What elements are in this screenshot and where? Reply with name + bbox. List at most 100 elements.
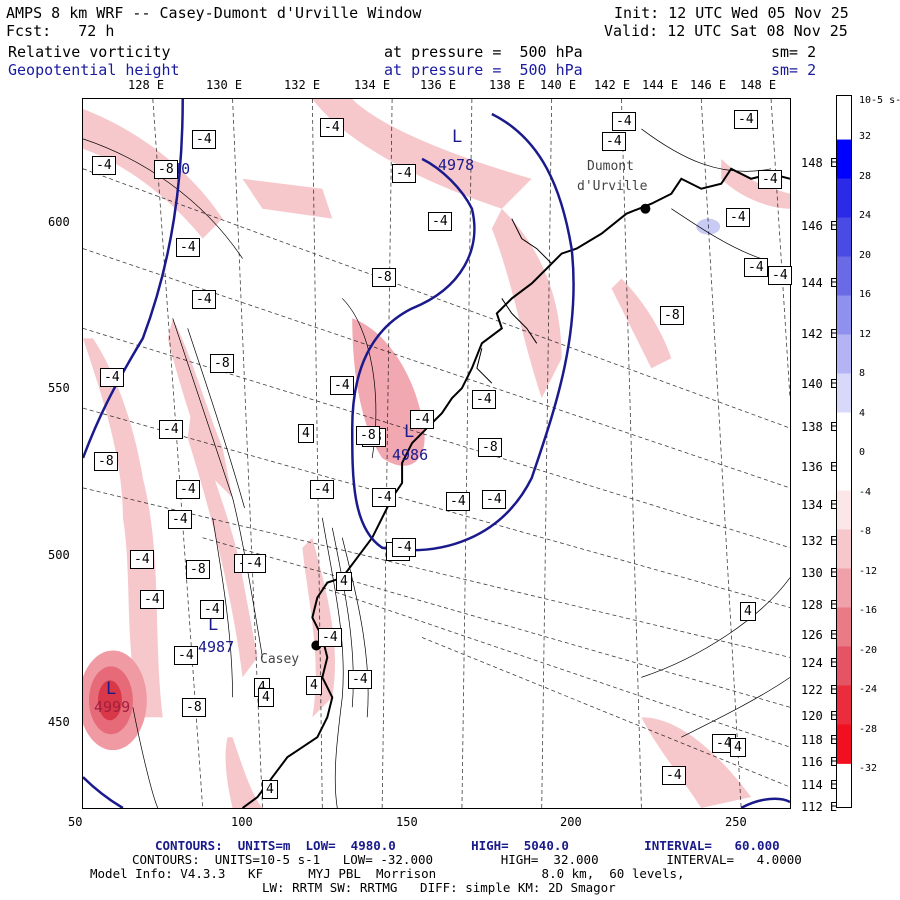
right-lon-label: 118 E	[801, 733, 838, 747]
low-value-3: 4987	[198, 638, 235, 656]
right-lon-label: 132 E	[801, 534, 838, 548]
colorbar-label: 20	[859, 249, 872, 261]
x-tick-label: 150	[396, 815, 418, 829]
top-lon-label: 134 E	[354, 78, 391, 92]
y-tick-label: 450	[48, 715, 70, 729]
contour-value-box: -4	[176, 238, 200, 257]
colorbar-segment	[837, 412, 851, 452]
right-lon-label: 136 E	[801, 460, 838, 474]
contour-value-box: -4	[482, 490, 506, 509]
colorbar-segment	[837, 646, 851, 686]
top-lon-label: 144 E	[642, 78, 679, 92]
coastline	[241, 167, 790, 808]
contour-value-box: -4	[726, 208, 750, 227]
contour-value-box: -4	[100, 368, 124, 387]
colorbar-segment	[837, 334, 851, 374]
right-lon-label: 120 E	[801, 709, 838, 723]
colorbar-label: -20	[859, 644, 878, 656]
map-title: AMPS 8 km WRF -- Casey-Dumont d'Urville …	[6, 4, 422, 22]
dumont-durville-station	[640, 203, 651, 214]
field2-level: at pressure = 500 hPa	[384, 61, 583, 79]
contour-value-box: -4	[168, 510, 192, 529]
y-tick-label: 500	[48, 548, 70, 562]
top-lon-label: 148 E	[740, 78, 777, 92]
contour-value-box: 4	[740, 602, 756, 621]
field1-smoothing: sm= 2	[771, 43, 817, 61]
top-lon-label: 136 E	[420, 78, 457, 92]
right-lon-label: 122 E	[801, 683, 838, 697]
colorbar-label: -8	[859, 526, 872, 537]
right-lon-label: 134 E	[801, 498, 838, 512]
contour-value-box: -4	[662, 766, 686, 785]
low-value-2: 4986	[392, 446, 429, 464]
field2-name: Geopotential height	[8, 61, 180, 79]
right-lon-label: 128 E	[801, 598, 838, 612]
coastline-inner	[476, 218, 553, 384]
contour-value-box: -4	[192, 290, 216, 309]
contour-value-box: -4	[602, 132, 626, 151]
colorbar-label: -4	[859, 486, 872, 498]
right-lon-label: 138 E	[801, 420, 838, 434]
contour-value-box: -8	[94, 452, 118, 471]
model-info: Model Info: V4.3.3 KF MYJ PBL Morrison 8…	[90, 866, 685, 881]
contour-value-box: -8	[154, 160, 178, 179]
colorbar-label: 4	[859, 407, 866, 419]
x-tick-label: 200	[560, 815, 582, 829]
dumont-label: Dumont	[587, 159, 634, 174]
contour-value-box: -4	[472, 390, 496, 409]
colorbar-label: -28	[859, 723, 878, 735]
contour-value-box: -4	[410, 410, 434, 429]
x-tick-label: 50	[68, 815, 83, 829]
map-plot	[82, 98, 791, 809]
low-letter-4: L	[106, 679, 117, 699]
contour-value-box: -4	[758, 170, 782, 189]
low-value-1: 4978	[438, 156, 475, 174]
colorbar-unit: 10-5 s-1	[859, 95, 900, 106]
contour-value-box: -4	[176, 480, 200, 499]
top-lon-label: 132 E	[284, 78, 321, 92]
contour-value-box: -4	[174, 646, 198, 665]
x-tick-label: 100	[231, 815, 253, 829]
y-tick-label: 600	[48, 215, 70, 229]
colorbar-segment	[837, 217, 851, 257]
colorbar-label: -32	[859, 763, 878, 774]
colorbar-segment	[837, 529, 851, 569]
colorbar-segment	[837, 373, 851, 413]
colorbar-segment	[837, 607, 851, 647]
colorbar-segment	[837, 178, 851, 218]
colorbar-label: 0	[859, 447, 866, 458]
contour-value-box: -4	[428, 212, 452, 231]
contour-value-box: -4	[392, 164, 416, 183]
right-lon-label: 130 E	[801, 566, 838, 580]
y-tick-label: 550	[48, 381, 70, 395]
contour-value-box: -8	[478, 438, 502, 457]
contour-value-box: -4	[310, 480, 334, 499]
colorbar-label: 16	[859, 289, 872, 300]
low-letter-3: L	[208, 615, 219, 635]
contour-value-box: -4	[92, 156, 116, 175]
valid-time: Valid: 12 UTC Sat 08 Nov 25	[604, 22, 848, 40]
right-lon-label: 144 E	[801, 276, 838, 290]
right-lon-label: 140 E	[801, 377, 838, 391]
top-lon-label: 146 E	[690, 78, 727, 92]
vorticity-center	[83, 650, 147, 751]
contour-value-box: -4	[242, 554, 266, 573]
colorbar-segment	[837, 685, 851, 725]
contour-value-box: -4	[318, 628, 342, 647]
colorbar-label: 24	[859, 210, 872, 221]
colorbar-label: -16	[859, 605, 878, 616]
low-letter-1: L	[452, 127, 463, 147]
contour-value-box: -8	[182, 698, 206, 717]
colorbar-segment	[837, 256, 851, 296]
contour-value-box: -8	[660, 306, 684, 325]
contour-value-box: 4	[336, 572, 352, 591]
right-lon-label: 112 E	[801, 800, 838, 814]
right-lon-label: 146 E	[801, 219, 838, 233]
low-value-4: 4999	[94, 698, 131, 716]
contour-value-box: -4	[330, 376, 354, 395]
height-contour-info: CONTOURS: UNITS=m LOW= 4980.0 HIGH= 5040…	[155, 838, 780, 853]
top-lon-label: 140 E	[540, 78, 577, 92]
contour-value-box: -8	[372, 268, 396, 287]
contour-value-box: -4	[744, 258, 768, 277]
contour-value-box: 4	[306, 676, 322, 695]
